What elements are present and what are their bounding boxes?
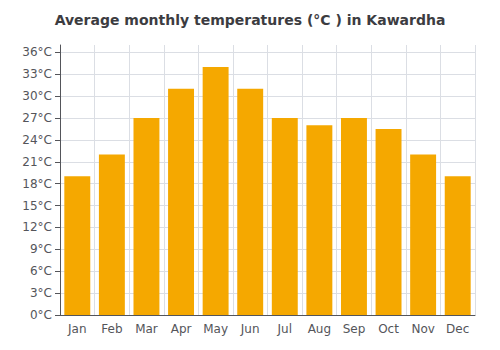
svg-text:6°C: 6°C [30, 264, 52, 278]
svg-text:Mar: Mar [135, 322, 158, 336]
svg-text:15°C: 15°C [22, 199, 52, 213]
svg-text:27°C: 27°C [22, 111, 52, 125]
svg-text:0°C: 0°C [30, 308, 52, 322]
svg-text:Dec: Dec [446, 322, 469, 336]
svg-text:12°C: 12°C [22, 220, 52, 234]
svg-text:Apr: Apr [171, 322, 192, 336]
svg-text:30°C: 30°C [22, 89, 52, 103]
svg-text:Jan: Jan [67, 322, 87, 336]
svg-text:Aug: Aug [308, 322, 331, 336]
svg-text:Average monthly temperatures (: Average monthly temperatures (°C ) in Ka… [55, 12, 446, 28]
svg-text:Nov: Nov [411, 322, 434, 336]
svg-text:Feb: Feb [101, 322, 122, 336]
svg-text:36°C: 36°C [22, 45, 52, 59]
svg-text:24°C: 24°C [22, 133, 52, 147]
svg-text:9°C: 9°C [30, 242, 52, 256]
svg-text:3°C: 3°C [30, 286, 52, 300]
svg-text:May: May [203, 322, 228, 336]
svg-text:Sep: Sep [343, 322, 366, 336]
svg-text:33°C: 33°C [22, 67, 52, 81]
svg-text:18°C: 18°C [22, 177, 52, 191]
svg-text:Jul: Jul [277, 322, 292, 336]
svg-text:Jun: Jun [240, 322, 260, 336]
svg-text:21°C: 21°C [22, 155, 52, 169]
svg-text:Oct: Oct [378, 322, 399, 336]
